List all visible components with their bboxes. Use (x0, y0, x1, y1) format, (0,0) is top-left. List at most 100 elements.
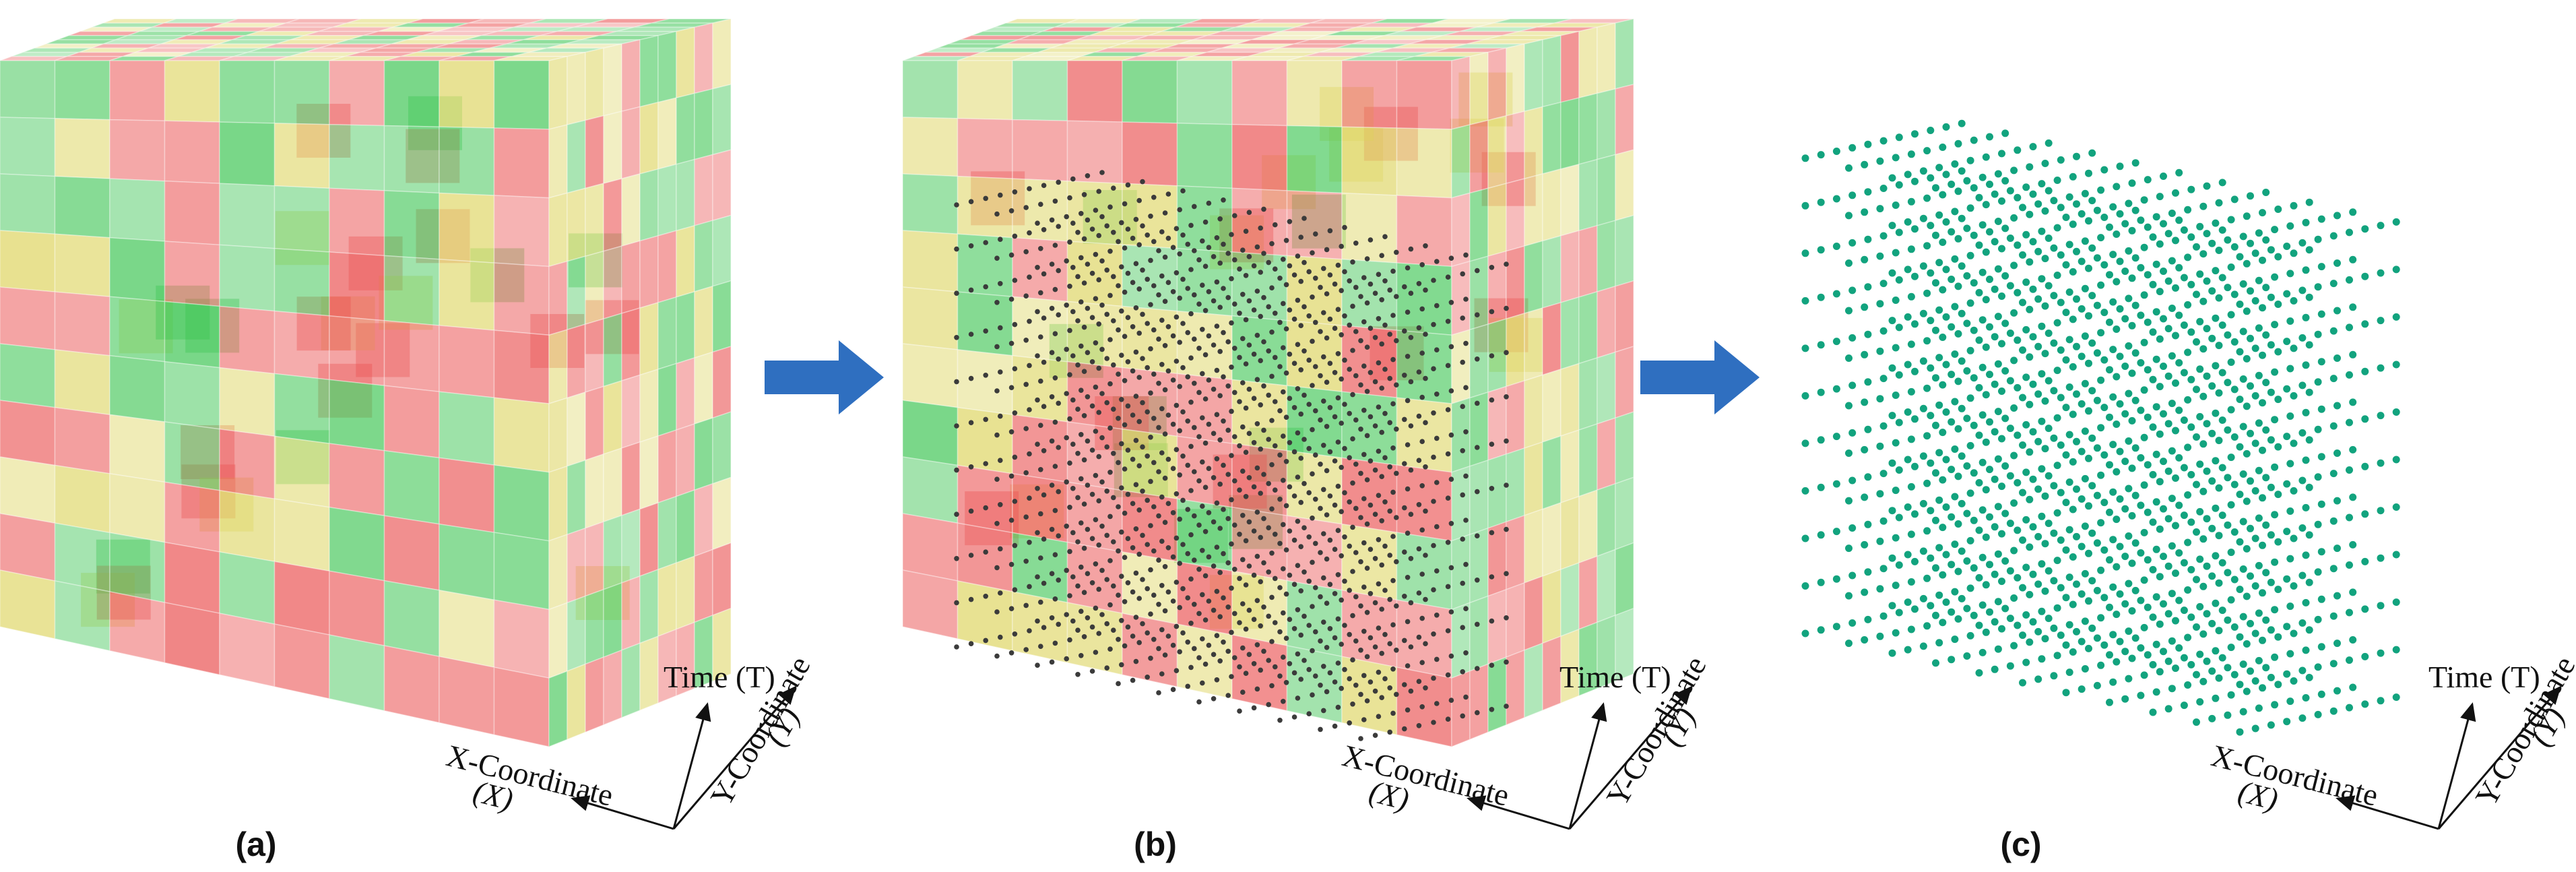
voxel-center-point (2078, 305, 2086, 313)
voxel-center-point (1845, 544, 1853, 553)
voxel-center-point (1801, 154, 1809, 162)
voxel-center-point (2156, 383, 2164, 391)
voxel-center-point (1254, 332, 1260, 338)
voxel-cell (712, 214, 732, 287)
voxel-center-point (1963, 367, 1971, 375)
voxel-center-point (2305, 578, 2313, 586)
voxel-cell (135, 47, 205, 53)
voxel-center-point (2034, 342, 2042, 350)
voxel-center-point (1170, 377, 1176, 383)
voxel-center-point (1904, 551, 1912, 559)
voxel-center-point (2255, 609, 2263, 617)
voxel-center-point (1817, 246, 1825, 254)
voxel-center-point (1408, 379, 1414, 385)
voxel-center-point (2208, 239, 2216, 247)
voxel-cell (54, 118, 110, 179)
voxel-center-point (2044, 139, 2053, 147)
voxel-center-point (1332, 414, 1338, 420)
voxel-center-point (2172, 474, 2179, 482)
voxel-center-point (1382, 367, 1388, 372)
voxel-cell (273, 60, 330, 125)
voxel-cell (439, 258, 495, 331)
voxel-center-point (1287, 396, 1293, 401)
voxel-center-point (1217, 614, 1223, 619)
voxel-cell (1524, 508, 1543, 584)
voxel-cell (567, 459, 586, 536)
voxel-center-point (2247, 334, 2254, 342)
voxel-center-point (2193, 480, 2200, 489)
voxel-center-point (2302, 646, 2310, 654)
voxel-center-point (1116, 681, 1121, 687)
voxel-center-point (1089, 447, 1095, 453)
voxel-center-point (2227, 691, 2235, 699)
voxel-cell (1066, 602, 1123, 676)
voxel-center-point (2140, 386, 2148, 394)
voxel-center-point (1148, 257, 1153, 263)
voxel-center-point (1283, 503, 1289, 509)
voxel-center-point (1107, 204, 1113, 210)
voxel-cell (1192, 51, 1264, 57)
voxel-center-point (1927, 317, 1935, 325)
voxel-cell (676, 489, 695, 564)
voxel-center-point (1419, 306, 1425, 312)
voxel-center-point (2168, 400, 2176, 408)
voxel-center-point (1445, 274, 1451, 280)
voxel-center-point (1251, 484, 1257, 490)
voxel-center-point (2302, 694, 2310, 702)
voxel-center-point (1978, 506, 1987, 514)
voxel-center-point (1321, 443, 1326, 448)
voxel-center-point (1861, 160, 1869, 168)
voxel-center-point (2137, 216, 2145, 224)
voxel-center-point (1170, 289, 1176, 294)
voxel-center-point (2329, 470, 2338, 478)
voxel-center-point (1075, 627, 1081, 633)
voxel-cell (261, 43, 334, 49)
voxel-center-point (1298, 456, 1303, 461)
voxel-center-point (1240, 468, 1246, 474)
voxel-center-point (2164, 610, 2172, 618)
voxel-cell (329, 187, 385, 257)
voxel-center-point (1504, 305, 1509, 311)
voxel-center-point (2346, 513, 2353, 522)
voxel-center-point (1185, 374, 1190, 379)
voxel-center-point (1064, 524, 1069, 529)
voxel-center-point (2333, 687, 2341, 695)
voxel-center-point (1165, 633, 1171, 639)
voxel-center-point (1982, 628, 1990, 636)
voxel-cell (603, 111, 622, 185)
voxel-center-point (1251, 705, 1257, 711)
voxel-center-point (1145, 630, 1150, 635)
voxel-center-point (1332, 325, 1338, 332)
voxel-center-point (1310, 471, 1315, 476)
voxel-cell (432, 43, 507, 49)
voxel-center-point (2038, 417, 2046, 425)
voxel-center-point (2160, 458, 2167, 466)
voxel-center-point (1318, 550, 1323, 555)
voxel-center-point (1923, 432, 1931, 440)
voxel-center-point (1075, 318, 1081, 323)
voxel-center-point (1119, 485, 1124, 491)
voxel-center-point (2227, 454, 2235, 462)
voxel-center-point (1038, 511, 1043, 517)
voxel-cell (1235, 22, 1311, 28)
voxel-center-point (1321, 487, 1326, 493)
voxel-center-point (1832, 195, 1840, 203)
voxel-cell (513, 22, 591, 28)
voxel-cell (1286, 255, 1343, 326)
voxel-center-point (1041, 271, 1047, 277)
panel-c: Time (T)X-Coordinate(X) Y-Coordinate(Y) (… (1801, 119, 2576, 863)
voxel-center-point (2019, 346, 2026, 354)
voxel-center-point (1107, 558, 1113, 563)
voxel-center-point (1133, 349, 1139, 355)
voxel-center-point (2078, 352, 2086, 361)
voxel-center-point (1301, 392, 1307, 398)
voxel-center-point (2038, 512, 2046, 520)
panel-label-b: (b) (1134, 826, 1177, 863)
voxel-cell (676, 26, 695, 99)
voxel-center-point (2022, 563, 2030, 571)
voxel-center-point (1861, 255, 1869, 263)
voxel-center-point (2109, 441, 2117, 449)
voxel-center-point (1096, 631, 1101, 636)
voxel-center-point (1919, 309, 1927, 317)
voxel-center-point (998, 369, 1003, 375)
